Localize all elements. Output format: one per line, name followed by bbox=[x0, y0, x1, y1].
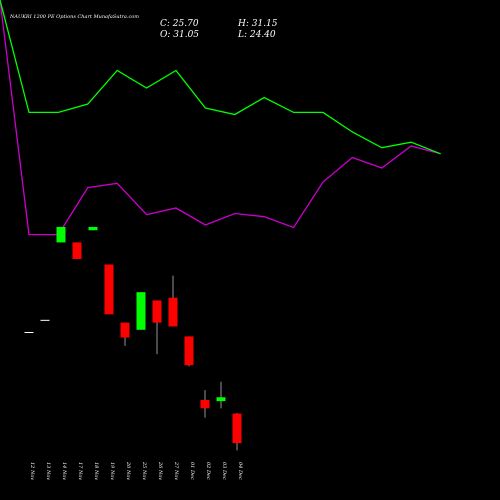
x-tick-label: 27 Nov bbox=[173, 461, 179, 480]
candle-body bbox=[88, 226, 98, 231]
x-tick-label: 12 Nov bbox=[29, 462, 35, 480]
candle bbox=[120, 322, 130, 346]
x-tick-label: 03 Dec bbox=[221, 462, 227, 480]
candle bbox=[24, 332, 34, 333]
candle bbox=[56, 226, 66, 243]
x-tick-label: 13 Nov bbox=[45, 462, 51, 480]
open-value: O: 31.05 bbox=[160, 30, 199, 40]
chart-title: NAUKRI 1200 PE Options Chart MunafaSutra… bbox=[9, 14, 139, 20]
x-axis-ticks: 12 Nov 13 Nov 14 Nov 17 Nov 18 Nov 19 Nov 20 N… bbox=[29, 461, 243, 480]
x-tick-label: 20 Nov bbox=[125, 461, 131, 480]
x-tick-label: 19 Nov bbox=[109, 462, 115, 480]
x-tick-label: 01 Dec bbox=[189, 462, 195, 480]
low-value: L: 24.40 bbox=[237, 30, 276, 40]
x-tick-label: 26 Nov bbox=[157, 461, 163, 480]
candle bbox=[40, 319, 50, 321]
candle-body bbox=[72, 242, 82, 260]
candle bbox=[168, 275, 178, 327]
candle bbox=[232, 413, 242, 451]
indicator-lines bbox=[0, 0, 441, 236]
candle-body bbox=[216, 397, 226, 402]
purple-line bbox=[0, 0, 441, 236]
candle bbox=[216, 381, 226, 409]
candle bbox=[200, 390, 210, 418]
candle-body bbox=[184, 336, 194, 366]
candle bbox=[184, 336, 194, 367]
close-value: C: 25.70 bbox=[160, 19, 199, 29]
candle bbox=[72, 242, 82, 260]
candles bbox=[24, 226, 242, 451]
candle-body bbox=[200, 400, 210, 409]
candle-body bbox=[152, 300, 162, 323]
candle-body bbox=[168, 297, 178, 327]
candle-body bbox=[136, 292, 146, 330]
candle-body bbox=[232, 413, 242, 444]
green-line bbox=[0, 0, 441, 155]
x-tick-label: 17 Nov bbox=[77, 462, 83, 480]
candle-body bbox=[40, 319, 50, 321]
candle bbox=[152, 300, 162, 355]
candle-body bbox=[56, 226, 66, 243]
x-tick-label: 25 Nov bbox=[141, 461, 147, 480]
candle bbox=[136, 292, 146, 330]
high-value: H: 31.15 bbox=[237, 19, 278, 29]
candle-body bbox=[24, 332, 34, 333]
candle-body bbox=[104, 264, 114, 315]
candle-body bbox=[120, 322, 130, 338]
x-tick-label: 18 Nov bbox=[93, 462, 99, 480]
candle bbox=[104, 264, 114, 315]
x-tick-label: 02 Dec bbox=[205, 462, 211, 480]
x-tick-label: 14 Nov bbox=[61, 462, 67, 480]
x-tick-label: 04 Dec bbox=[237, 462, 243, 480]
candle bbox=[88, 226, 98, 231]
